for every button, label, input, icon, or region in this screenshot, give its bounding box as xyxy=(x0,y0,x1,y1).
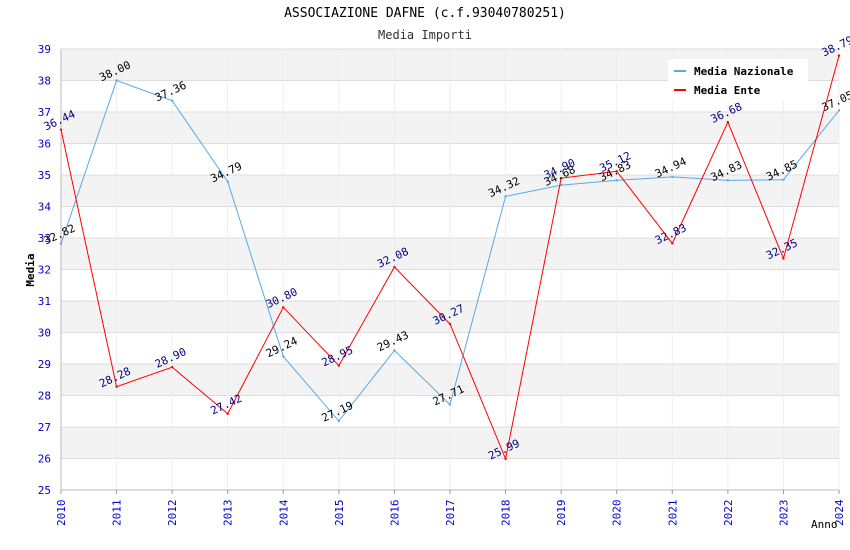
legend-label-media-nazionale: Media Nazionale xyxy=(694,64,794,78)
data-point-media-nazionale xyxy=(59,242,63,245)
x-tick-label: 2023 xyxy=(777,500,790,527)
data-point-media-nazionale xyxy=(170,99,174,102)
y-tick-label: 34 xyxy=(38,201,52,214)
legend: Media Nazionale Media Ente xyxy=(668,59,808,101)
data-point-media-ente xyxy=(448,322,452,326)
chart-title: ASSOCIAZIONE DAFNE (c.f.93040780251) xyxy=(284,6,566,21)
x-axis-label: Anno xyxy=(811,518,838,531)
x-tick-label: 2013 xyxy=(222,500,235,527)
x-tick-label: 2024 xyxy=(833,499,846,526)
legend-label-media-ente: Media Ente xyxy=(694,83,761,97)
data-point-media-ente xyxy=(671,242,674,245)
y-tick-label: 36 xyxy=(38,138,51,151)
data-point-media-nazionale xyxy=(115,79,118,82)
x-tick-label: 2022 xyxy=(722,500,735,527)
data-point-media-ente xyxy=(226,412,229,415)
y-tick-label: 30 xyxy=(38,327,51,340)
y-tick-label: 38 xyxy=(38,75,51,88)
legend-item-media-nazionale: Media Nazionale xyxy=(674,63,793,79)
x-tick-label: 2018 xyxy=(500,500,513,526)
y-tick-label: 29 xyxy=(38,358,51,371)
data-point-media-nazionale xyxy=(559,183,563,187)
data-point-media-nazionale xyxy=(837,109,841,112)
data-point-media-nazionale xyxy=(448,403,452,406)
data-point-media-nazionale xyxy=(226,180,229,183)
x-tick-label: 2021 xyxy=(666,500,679,527)
y-tick-label: 33 xyxy=(38,232,51,245)
data-point-media-nazionale xyxy=(615,179,618,182)
x-tick-label: 2017 xyxy=(444,500,457,527)
x-tick-label: 2015 xyxy=(333,500,346,527)
data-point-media-ente xyxy=(615,170,618,173)
data-point-media-nazionale xyxy=(282,355,285,358)
y-tick-label: 37 xyxy=(38,106,51,119)
data-point-media-ente xyxy=(115,385,118,388)
y-tick-label: 28 xyxy=(38,390,51,403)
data-point-media-ente xyxy=(337,364,341,367)
y-tick-label: 39 xyxy=(38,43,51,56)
y-tick-label: 27 xyxy=(38,421,51,434)
data-point-media-ente xyxy=(170,365,174,369)
data-point-media-nazionale xyxy=(782,178,785,181)
chart-subtitle: Media Importi xyxy=(378,28,472,42)
data-point-media-ente xyxy=(726,120,730,124)
data-point-media-nazionale xyxy=(337,419,341,423)
data-point-media-ente xyxy=(393,265,396,269)
x-tick-label: 2020 xyxy=(611,500,624,527)
y-axis-label: Media xyxy=(24,253,37,286)
x-tick-label: 2016 xyxy=(388,500,401,527)
data-point-media-nazionale xyxy=(726,179,730,182)
x-tick-label: 2010 xyxy=(55,500,68,527)
x-tick-label: 2014 xyxy=(277,499,290,526)
data-point-media-ente xyxy=(504,457,507,461)
y-tick-label: 32 xyxy=(38,264,51,277)
legend-item-media-ente: Media Ente xyxy=(674,82,760,98)
y-tick-label: 25 xyxy=(38,484,51,497)
legend-swatch-media-nazionale xyxy=(674,70,686,72)
x-tick-label: 2011 xyxy=(111,500,124,527)
data-point-media-ente xyxy=(282,306,285,309)
data-point-media-nazionale xyxy=(671,175,674,179)
legend-swatch-media-ente xyxy=(674,89,686,91)
y-tick-label: 31 xyxy=(38,295,51,308)
data-point-media-nazionale xyxy=(393,349,396,352)
x-tick-label: 2019 xyxy=(555,500,568,527)
data-point-media-nazionale xyxy=(504,195,507,198)
y-tick-label: 26 xyxy=(38,453,51,466)
x-tick-label: 2012 xyxy=(166,500,179,527)
data-point-media-ente xyxy=(782,257,785,260)
data-point-media-ente xyxy=(559,176,563,180)
data-point-media-ente xyxy=(837,54,841,57)
y-tick-label: 35 xyxy=(38,169,51,182)
data-point-media-ente xyxy=(59,128,63,131)
